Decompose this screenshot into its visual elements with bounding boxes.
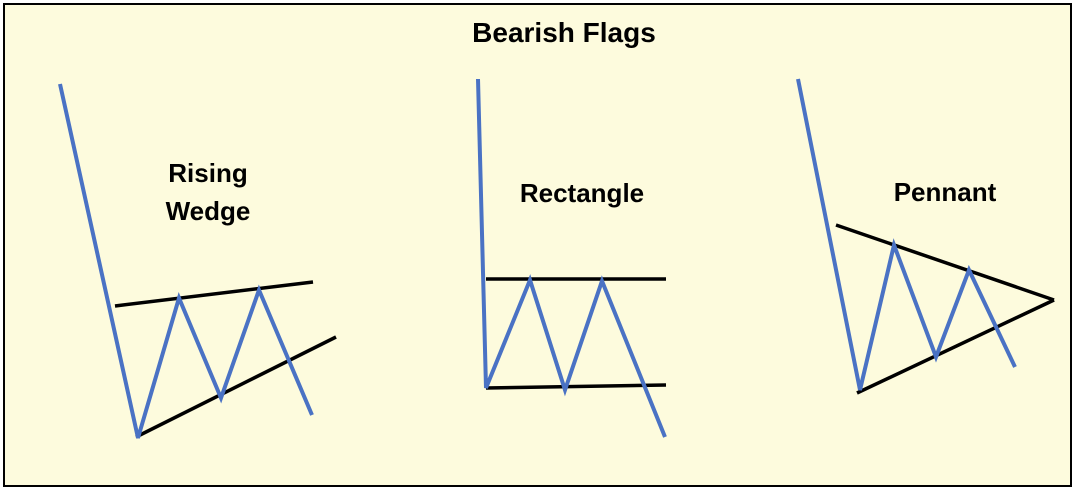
pennant-pattern: Pennant	[796, 78, 1055, 395]
rectangle-label: Rectangle	[520, 178, 644, 208]
rising-wedge-label-line-2: Wedge	[166, 196, 251, 226]
pennant-price-path	[796, 78, 1017, 391]
pennant-label: Pennant	[894, 177, 997, 207]
bearish-flags-diagram: Bearish Flags Rising Wedge Rectangle Pen…	[58, 17, 1055, 439]
rising-wedge-label-line-1: Rising	[168, 158, 247, 188]
diagram-title: Bearish Flags	[472, 17, 656, 48]
rising-wedge-lower-trendline	[135, 335, 337, 439]
rising-wedge-price-path	[58, 83, 314, 439]
pennant-upper-trendline	[835, 223, 1055, 302]
diagram-panel: Bearish Flags Rising Wedge Rectangle Pen…	[3, 3, 1072, 487]
rectangle-price-path	[476, 78, 667, 438]
rising-wedge-upper-trendline	[114, 280, 314, 308]
rectangle-pattern: Rectangle	[476, 78, 667, 438]
pennant-lower-trendline	[856, 298, 1055, 395]
rectangle-lower-trendline	[485, 383, 667, 390]
rising-wedge-pattern: Rising Wedge	[58, 83, 337, 439]
